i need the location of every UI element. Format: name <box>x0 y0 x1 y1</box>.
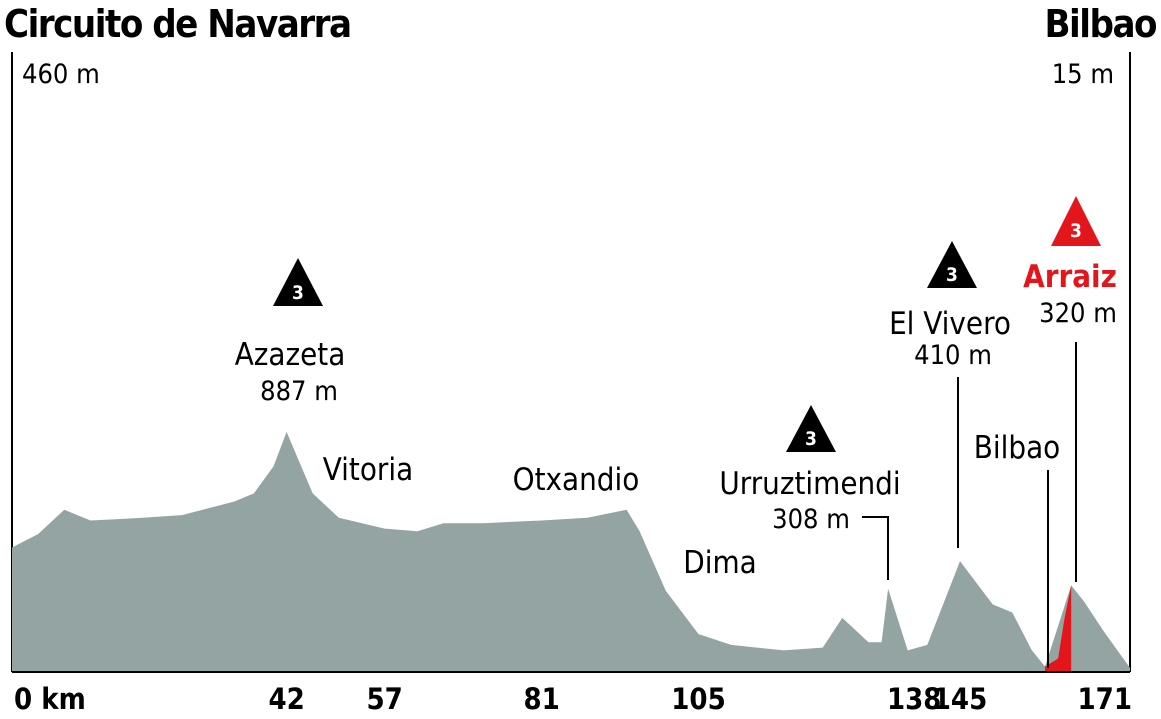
elevation-profile-area <box>12 432 1130 672</box>
climb-azazeta: 3 Azazeta 887 m <box>235 258 346 407</box>
climb-arraiz: 3 Arraiz 320 m <box>1023 196 1117 582</box>
climb-urruztimendi: 3 Urruztimendi 308 m <box>719 405 901 580</box>
x-tick-label: 138 <box>887 682 941 716</box>
place-vitoria: Vitoria <box>323 452 413 488</box>
category-number: 3 <box>1070 220 1082 242</box>
x-tick-label: 145 <box>933 682 987 716</box>
profile-layer <box>12 432 1130 672</box>
climb-name: El Vivero <box>889 306 1011 342</box>
category-number: 3 <box>805 428 817 450</box>
climb-el-vivero: 3 El Vivero 410 m <box>889 241 1011 548</box>
end-location-title: Bilbao <box>1045 2 1158 46</box>
final-category-marker-icon <box>1051 196 1101 246</box>
climb-elevation: 320 m <box>1039 298 1117 329</box>
place-bilbao: Bilbao <box>974 430 1061 466</box>
category-marker-icon <box>786 405 836 452</box>
start-elevation-label: 460 m <box>22 59 100 90</box>
climb-name: Arraiz <box>1023 259 1117 295</box>
climb-elevation: 887 m <box>260 376 338 407</box>
place-otxandio: Otxandio <box>513 462 640 498</box>
category-number: 3 <box>292 282 304 304</box>
x-tick-label: 105 <box>671 682 725 716</box>
climb-leader-line <box>862 516 889 580</box>
x-tick-label: 0 km <box>14 682 86 716</box>
place-dima: Dima <box>683 545 757 581</box>
category-marker-icon <box>273 258 323 306</box>
x-tick-label: 171 <box>1078 682 1132 716</box>
climb-name: Urruztimendi <box>719 466 900 502</box>
climb-elevation: 308 m <box>772 504 850 535</box>
end-elevation-label: 15 m <box>1052 59 1114 90</box>
x-tick-label: 57 <box>367 682 403 716</box>
final-climb-area <box>1045 585 1072 672</box>
x-tick-label: 42 <box>268 682 304 716</box>
climb-name: Azazeta <box>235 337 346 373</box>
category-marker-icon <box>927 241 977 288</box>
start-location-title: Circuito de Navarra <box>4 2 351 46</box>
x-tick-label: 81 <box>523 682 559 716</box>
category-number: 3 <box>946 264 958 286</box>
climb-elevation: 410 m <box>914 340 992 371</box>
